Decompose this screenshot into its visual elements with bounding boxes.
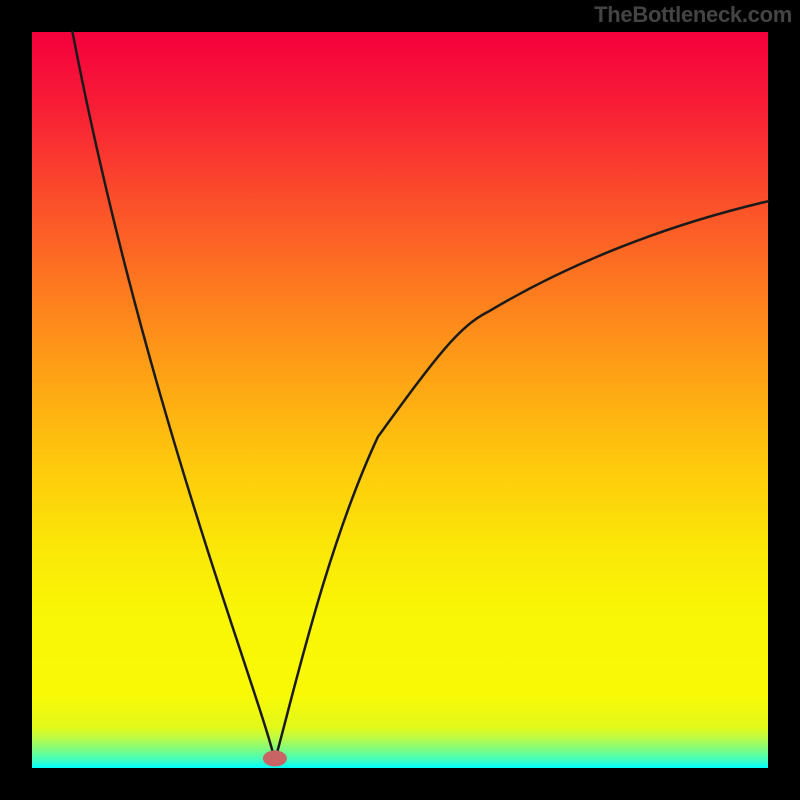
watermark: TheBottleneck.com	[594, 2, 792, 28]
chart-canvas: { "watermark": { "text": "TheBottleneck.…	[0, 0, 800, 800]
plot-area	[32, 32, 768, 768]
watermark-text: TheBottleneck.com	[594, 2, 792, 27]
chart-svg	[0, 0, 800, 800]
optimum-marker	[263, 750, 287, 766]
